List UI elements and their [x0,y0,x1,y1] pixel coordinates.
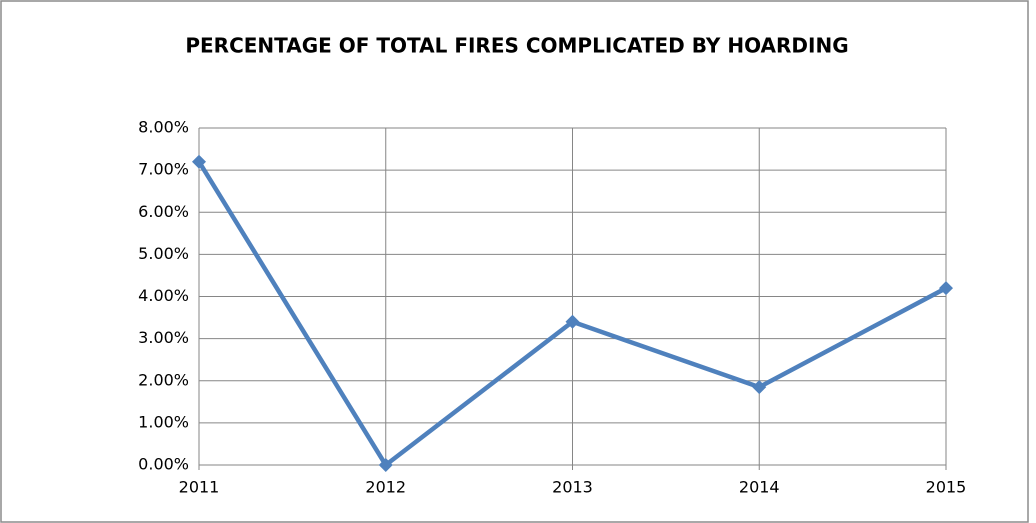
x-tick-label: 2014 [739,478,780,497]
y-tick-label: 7.00% [138,160,189,179]
data-point [752,380,767,395]
x-tick-label: 2015 [926,478,967,497]
chart-title: PERCENTAGE OF TOTAL FIRES COMPLICATED BY… [185,34,848,58]
y-tick-label: 4.00% [138,286,189,305]
y-tick-label: 2.00% [138,370,189,389]
data-point [939,281,953,296]
y-tick-label: 3.00% [138,328,189,347]
data-point [565,314,580,329]
x-tick-label: 2012 [365,478,406,497]
data-point [378,458,393,472]
y-tick-label: 5.00% [138,244,189,263]
y-tick-label: 0.00% [138,455,189,474]
y-tick-label: 8.00% [138,118,189,137]
x-tick-label: 2011 [179,478,220,497]
data-point [192,154,206,169]
y-tick-label: 6.00% [138,202,189,221]
y-tick-label: 1.00% [138,412,189,431]
x-tick-label: 2013 [552,478,593,497]
